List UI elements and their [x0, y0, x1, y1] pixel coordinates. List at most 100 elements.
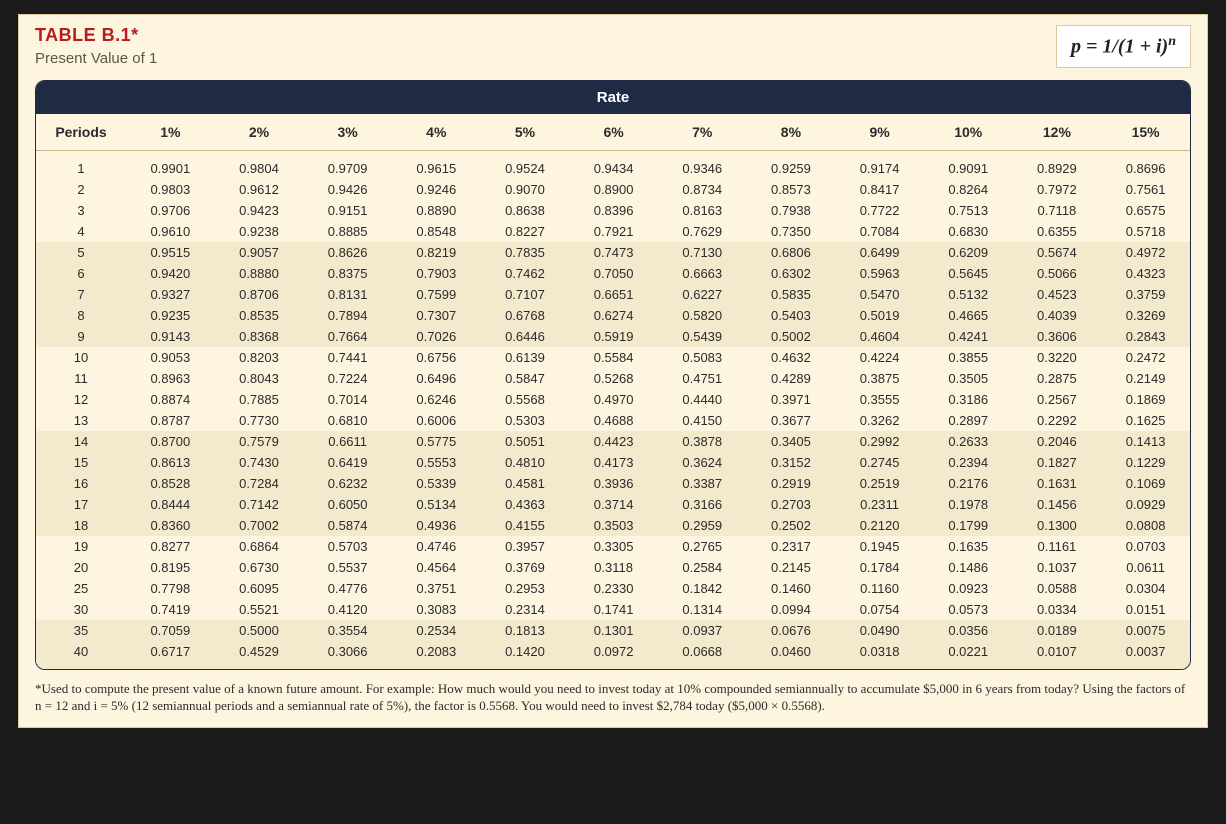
value-cell: 0.2703	[747, 494, 836, 515]
value-cell: 0.9434	[569, 150, 658, 179]
table-row: 50.95150.90570.86260.82190.78350.74730.7…	[36, 242, 1190, 263]
period-cell: 16	[36, 473, 126, 494]
value-cell: 0.5847	[481, 368, 570, 389]
value-cell: 0.9053	[126, 347, 215, 368]
table-row: 100.90530.82030.74410.67560.61390.55840.…	[36, 347, 1190, 368]
value-cell: 0.5645	[924, 263, 1013, 284]
value-cell: 0.6050	[303, 494, 392, 515]
value-cell: 0.6246	[392, 389, 481, 410]
value-cell: 0.7307	[392, 305, 481, 326]
value-cell: 0.1229	[1101, 452, 1190, 473]
value-cell: 0.2311	[835, 494, 924, 515]
value-cell: 0.2176	[924, 473, 1013, 494]
table-row: 160.85280.72840.62320.53390.45810.39360.…	[36, 473, 1190, 494]
value-cell: 0.2145	[747, 557, 836, 578]
value-cell: 0.4120	[303, 599, 392, 620]
value-cell: 0.8375	[303, 263, 392, 284]
value-cell: 0.7026	[392, 326, 481, 347]
period-cell: 25	[36, 578, 126, 599]
value-cell: 0.1827	[1013, 452, 1102, 473]
value-cell: 0.7419	[126, 599, 215, 620]
value-cell: 0.4564	[392, 557, 481, 578]
value-cell: 0.3152	[747, 452, 836, 473]
value-cell: 0.7107	[481, 284, 570, 305]
value-cell: 0.2519	[835, 473, 924, 494]
table-sheet: TABLE B.1* Present Value of 1 p = 1/(1 +…	[18, 14, 1208, 728]
value-cell: 0.6355	[1013, 221, 1102, 242]
value-cell: 0.8696	[1101, 150, 1190, 179]
value-cell: 0.9246	[392, 179, 481, 200]
value-cell: 0.4523	[1013, 284, 1102, 305]
value-cell: 0.3505	[924, 368, 1013, 389]
value-cell: 0.5000	[215, 620, 304, 641]
value-cell: 0.8880	[215, 263, 304, 284]
value-cell: 0.0808	[1101, 515, 1190, 536]
value-cell: 0.0668	[658, 641, 747, 669]
table-title: TABLE B.1*	[35, 25, 157, 46]
table-row: 190.82770.68640.57030.47460.39570.33050.…	[36, 536, 1190, 557]
value-cell: 0.9515	[126, 242, 215, 263]
value-cell: 0.0972	[569, 641, 658, 669]
value-cell: 0.7059	[126, 620, 215, 641]
value-cell: 0.9423	[215, 200, 304, 221]
value-cell: 0.6730	[215, 557, 304, 578]
value-cell: 0.5051	[481, 431, 570, 452]
value-cell: 0.6006	[392, 410, 481, 431]
table-row: 120.88740.78850.70140.62460.55680.49700.…	[36, 389, 1190, 410]
value-cell: 0.1635	[924, 536, 1013, 557]
value-cell: 0.2953	[481, 578, 570, 599]
rate-column-header: 1%	[126, 114, 215, 151]
value-cell: 0.2149	[1101, 368, 1190, 389]
value-cell: 0.2314	[481, 599, 570, 620]
value-cell: 0.7938	[747, 200, 836, 221]
value-cell: 0.9804	[215, 150, 304, 179]
value-cell: 0.2472	[1101, 347, 1190, 368]
value-cell: 0.9524	[481, 150, 570, 179]
value-cell: 0.1978	[924, 494, 1013, 515]
value-cell: 0.6209	[924, 242, 1013, 263]
table-body: 10.99010.98040.97090.96150.95240.94340.9…	[36, 150, 1190, 669]
value-cell: 0.0189	[1013, 620, 1102, 641]
value-cell: 0.6274	[569, 305, 658, 326]
value-cell: 0.6830	[924, 221, 1013, 242]
value-cell: 0.0037	[1101, 641, 1190, 669]
value-cell: 0.5703	[303, 536, 392, 557]
value-cell: 0.0460	[747, 641, 836, 669]
value-cell: 0.0611	[1101, 557, 1190, 578]
table-row: 350.70590.50000.35540.25340.18130.13010.…	[36, 620, 1190, 641]
value-cell: 0.4224	[835, 347, 924, 368]
value-cell: 0.7664	[303, 326, 392, 347]
value-cell: 0.2633	[924, 431, 1013, 452]
rate-column-header: 4%	[392, 114, 481, 151]
value-cell: 0.3186	[924, 389, 1013, 410]
value-cell: 0.2534	[392, 620, 481, 641]
value-cell: 0.7722	[835, 200, 924, 221]
column-header-row: Periods 1%2%3%4%5%6%7%8%9%10%12%15%	[36, 114, 1190, 151]
value-cell: 0.6139	[481, 347, 570, 368]
value-cell: 0.0075	[1101, 620, 1190, 641]
table-row: 40.96100.92380.88850.85480.82270.79210.7…	[36, 221, 1190, 242]
table-row: 110.89630.80430.72240.64960.58470.52680.…	[36, 368, 1190, 389]
value-cell: 0.3066	[303, 641, 392, 669]
value-cell: 0.5268	[569, 368, 658, 389]
value-cell: 0.0490	[835, 620, 924, 641]
value-cell: 0.4440	[658, 389, 747, 410]
rate-column-header: 9%	[835, 114, 924, 151]
value-cell: 0.0703	[1101, 536, 1190, 557]
value-cell: 0.3269	[1101, 305, 1190, 326]
table-subtitle: Present Value of 1	[35, 50, 157, 67]
value-cell: 0.4155	[481, 515, 570, 536]
table-row: 200.81950.67300.55370.45640.37690.31180.…	[36, 557, 1190, 578]
value-cell: 0.3855	[924, 347, 1013, 368]
value-cell: 0.5439	[658, 326, 747, 347]
value-cell: 0.8706	[215, 284, 304, 305]
value-cell: 0.0107	[1013, 641, 1102, 669]
value-cell: 0.8131	[303, 284, 392, 305]
period-cell: 15	[36, 452, 126, 473]
rate-column-header: 7%	[658, 114, 747, 151]
value-cell: 0.9238	[215, 221, 304, 242]
period-cell: 2	[36, 179, 126, 200]
value-cell: 0.9706	[126, 200, 215, 221]
value-cell: 0.0754	[835, 599, 924, 620]
rate-column-header: 2%	[215, 114, 304, 151]
